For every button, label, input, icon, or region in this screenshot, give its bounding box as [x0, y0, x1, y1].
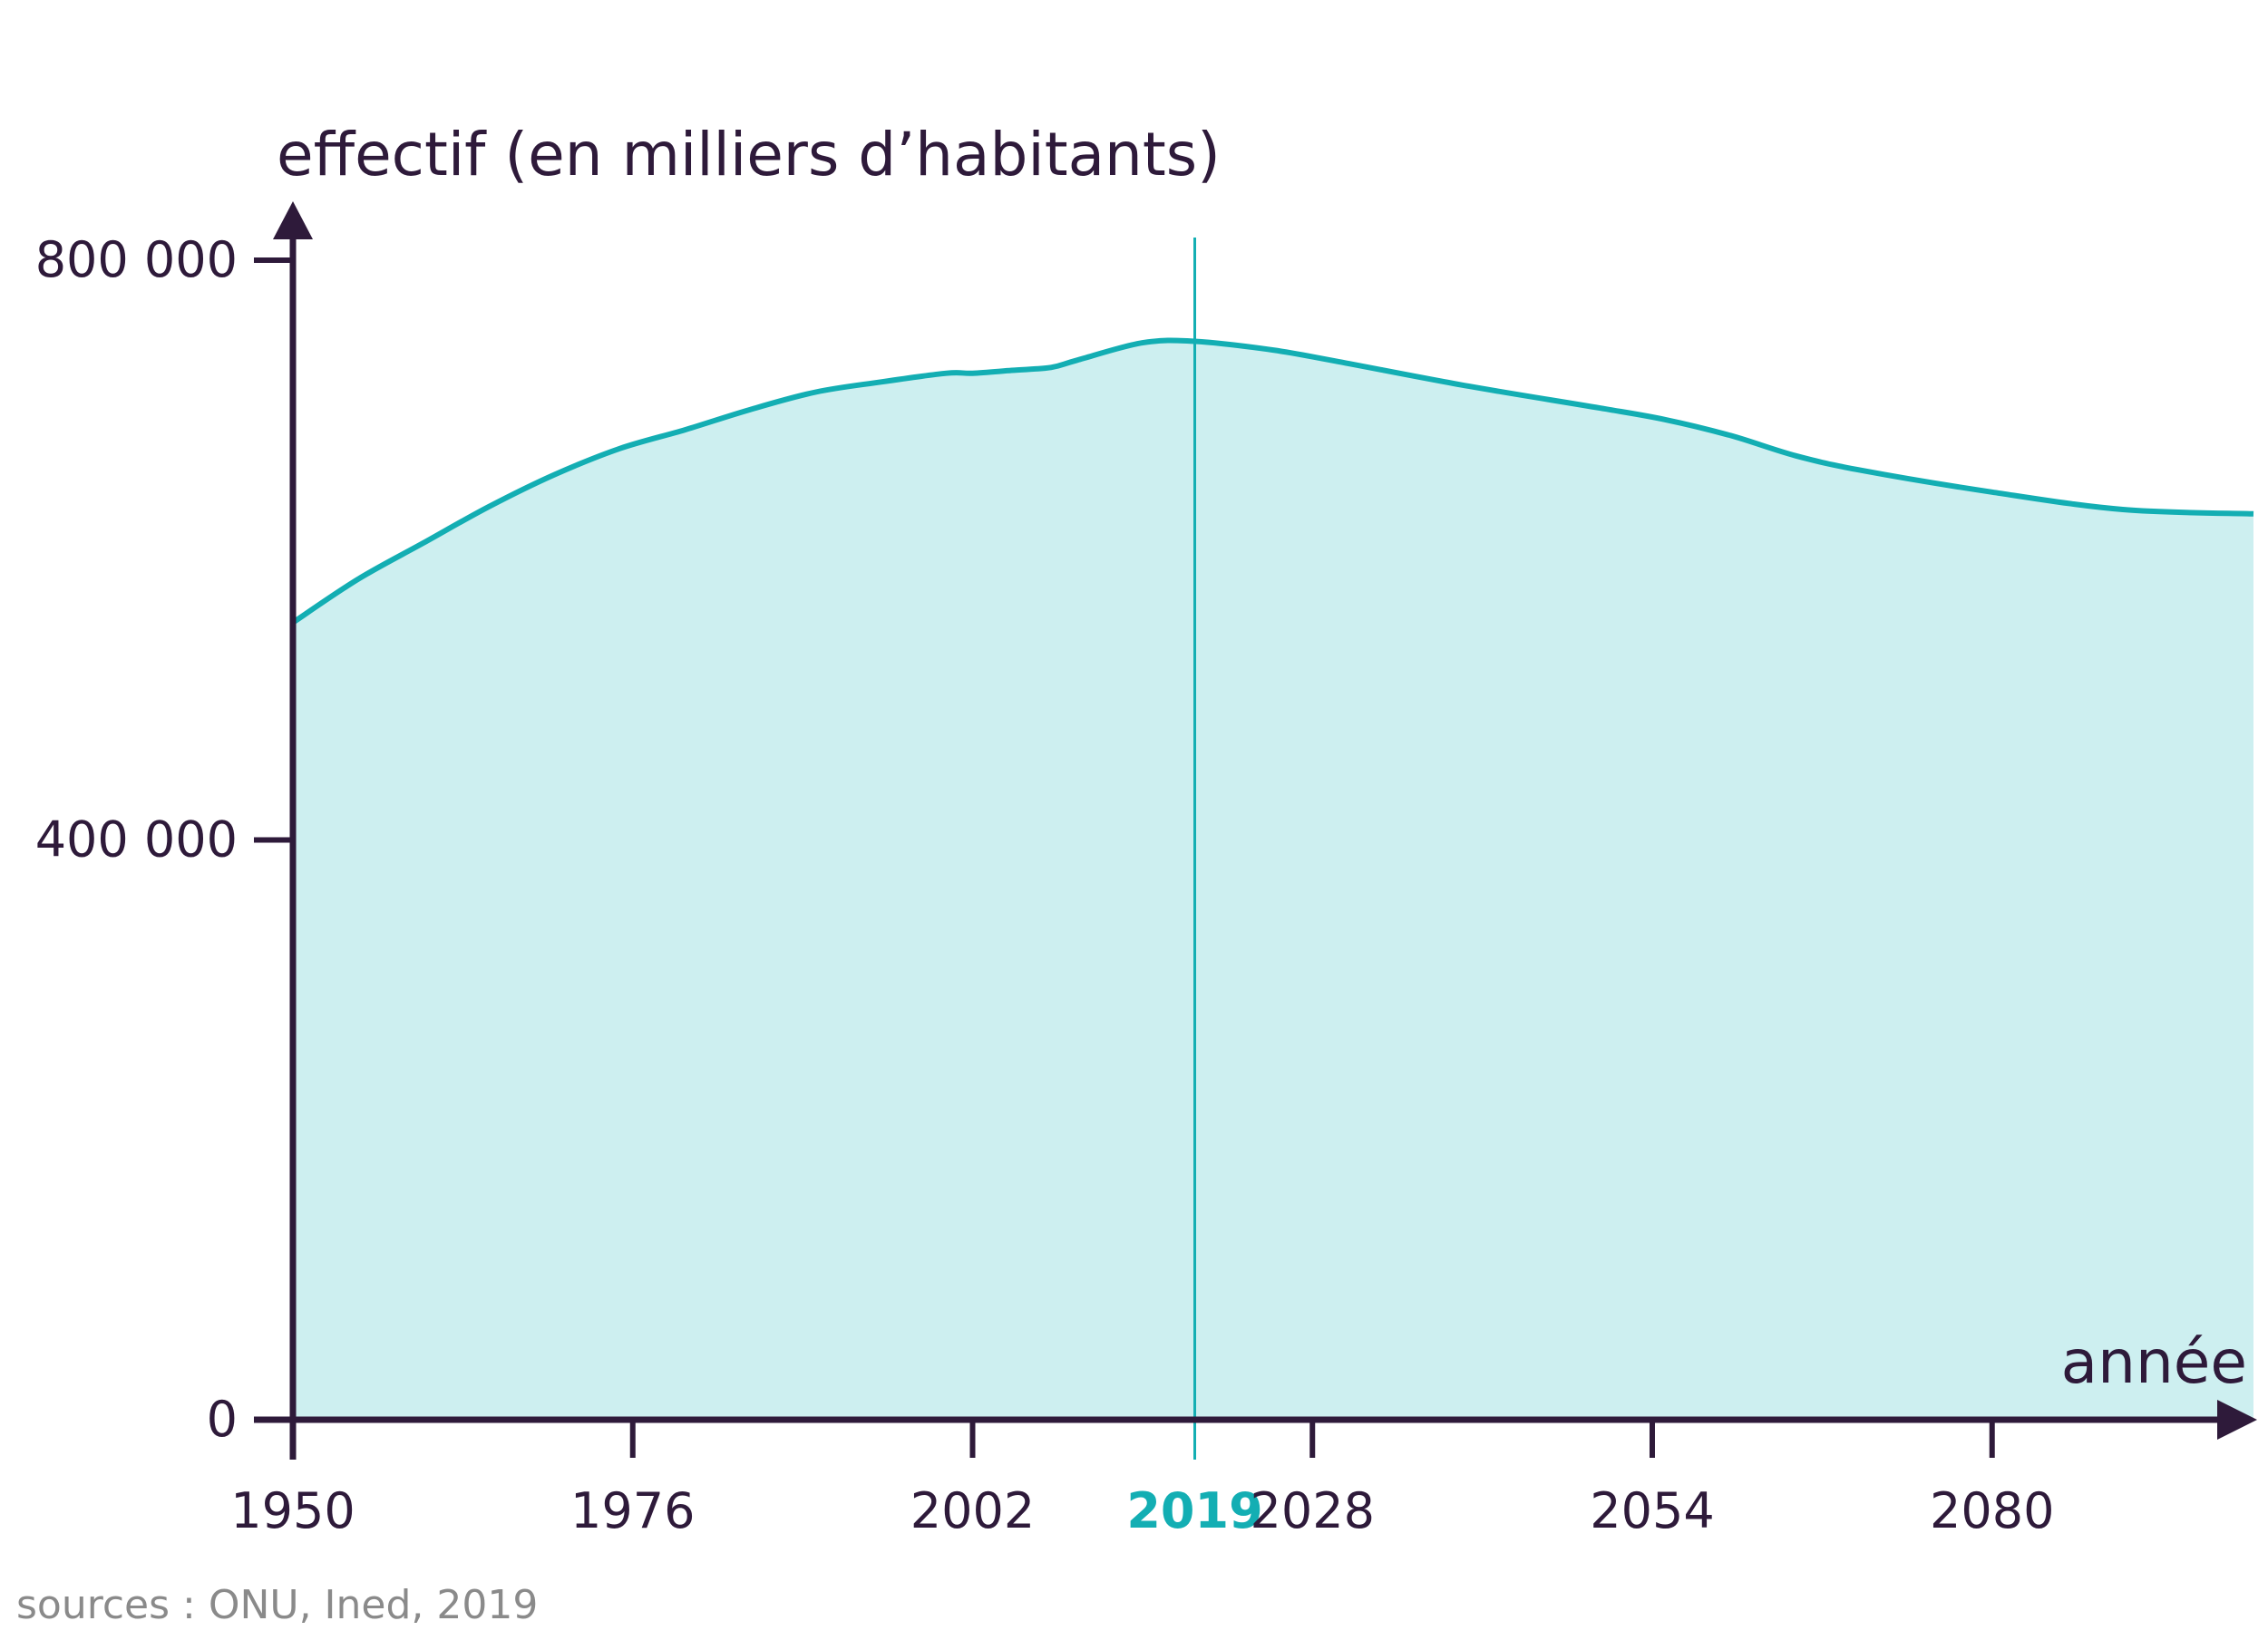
y-tick-label: 800 000: [35, 231, 238, 288]
x-tick-label: 1950: [230, 1482, 355, 1539]
x-tick-label: 2002: [910, 1482, 1035, 1539]
y-axis-arrow-icon: [273, 201, 313, 239]
source-note: sources : ONU, Ined, 2019: [16, 1582, 538, 1628]
x-axis-title: année: [2061, 1327, 2247, 1397]
x-tick-label: 2080: [1930, 1482, 2054, 1539]
x-tick-label: 1976: [570, 1482, 695, 1539]
y-axis-title: effectif (en milliers d’habitants): [277, 120, 1221, 189]
x-tick-label-highlight: 2019: [1126, 1482, 1262, 1539]
y-axis-ticks: 0 400 000 800 000: [35, 231, 293, 1448]
y-tick-label: 400 000: [35, 811, 238, 869]
x-tick-label: 2028: [1251, 1482, 1375, 1539]
area-fill: [293, 340, 2253, 1421]
y-tick-label: 0: [207, 1391, 238, 1448]
x-axis-arrow-icon: [2217, 1400, 2257, 1440]
series-line: [291, 337, 2254, 626]
x-tick-label: 2054: [1590, 1482, 1714, 1539]
